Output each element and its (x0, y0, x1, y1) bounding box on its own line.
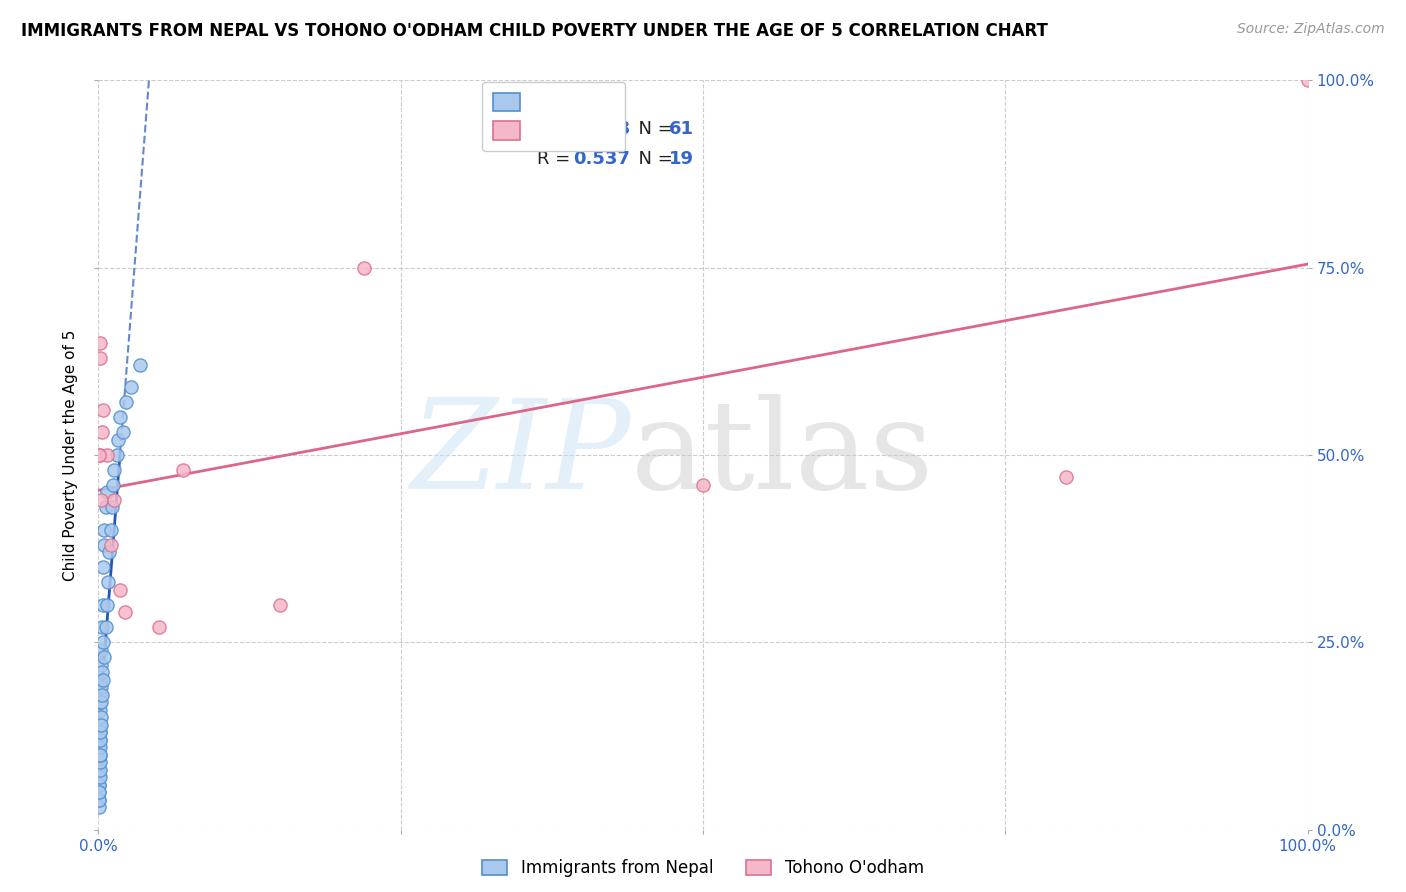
Point (93, 635, 115, 649)
Point (87, 792, 110, 806)
Point (120, 380, 142, 394)
Point (111, 425, 134, 440)
Point (87, 778, 110, 792)
Y-axis label: Child Poverty Under the Age of 5: Child Poverty Under the Age of 5 (63, 329, 79, 581)
Point (90, 492, 112, 507)
Point (89, 335, 111, 350)
Point (148, 620, 170, 634)
Point (89, 448, 111, 462)
Point (107, 433, 129, 447)
Point (108, 410, 131, 425)
Point (93, 538, 115, 552)
Point (90, 695, 112, 709)
Point (100, 538, 122, 552)
Point (93, 523, 115, 537)
Point (89, 778, 111, 792)
Text: Source: ZipAtlas.com: Source: ZipAtlas.com (1237, 22, 1385, 37)
Point (93, 650, 115, 665)
Point (89, 740, 111, 755)
Point (89, 688, 111, 702)
Point (89, 747, 111, 762)
Text: ZIP: ZIP (411, 394, 630, 516)
Point (100, 500, 122, 515)
Point (89, 770, 111, 784)
Point (89, 755, 111, 769)
Point (89, 448, 111, 462)
Point (89, 717, 111, 731)
Point (269, 598, 291, 612)
Point (98, 545, 121, 559)
Point (89, 763, 111, 777)
Point (108, 582, 131, 597)
Legend: Immigrants from Nepal, Tohono O'odham: Immigrants from Nepal, Tohono O'odham (475, 853, 931, 884)
Text: R =: R = (537, 150, 576, 168)
Point (1054, 470, 1077, 484)
Point (100, 523, 122, 537)
Point (90, 657, 112, 672)
Point (87, 770, 110, 784)
Point (91, 598, 114, 612)
Point (101, 478, 124, 492)
Point (114, 605, 136, 619)
Point (89, 763, 111, 777)
Point (89, 785, 111, 799)
Point (89, 673, 111, 687)
Point (89, 732, 111, 747)
Point (1296, 73, 1319, 87)
Point (172, 463, 194, 477)
Point (91, 620, 114, 634)
Point (91, 688, 114, 702)
Text: N =: N = (627, 120, 678, 138)
Point (89, 732, 111, 747)
Point (91, 673, 114, 687)
Text: R =: R = (537, 120, 576, 138)
Point (87, 755, 110, 769)
Point (105, 448, 128, 462)
Point (94, 620, 117, 634)
Legend: dummy1, dummy2: dummy1, dummy2 (482, 82, 626, 152)
Point (103, 463, 125, 477)
Point (91, 665, 114, 680)
Text: IMMIGRANTS FROM NEPAL VS TOHONO O'ODHAM CHILD POVERTY UNDER THE AGE OF 5 CORRELA: IMMIGRANTS FROM NEPAL VS TOHONO O'ODHAM … (21, 22, 1047, 40)
Point (96, 598, 118, 612)
Point (91, 425, 114, 440)
Point (89, 747, 111, 762)
Text: 0.537: 0.537 (574, 150, 630, 168)
Point (96, 485, 118, 500)
Point (89, 740, 111, 755)
Text: 61: 61 (669, 120, 695, 138)
Point (89, 703, 111, 717)
Point (692, 478, 714, 492)
Point (89, 351, 111, 365)
Point (97, 575, 120, 590)
Text: 0.588: 0.588 (574, 120, 631, 138)
Point (90, 642, 112, 657)
Point (96, 448, 118, 462)
Point (89, 792, 111, 806)
Point (87, 785, 110, 799)
Point (90, 717, 112, 731)
Point (89, 695, 111, 709)
Text: atlas: atlas (630, 394, 934, 516)
Point (91, 560, 114, 574)
Point (89, 747, 111, 762)
Point (94, 500, 117, 515)
Point (89, 725, 111, 739)
Point (128, 358, 150, 372)
Text: N =: N = (627, 150, 678, 168)
Point (89, 680, 111, 694)
Point (115, 395, 138, 409)
Point (103, 492, 125, 507)
Text: 19: 19 (669, 150, 695, 168)
Point (87, 800, 110, 814)
Point (90, 710, 112, 724)
Point (353, 260, 375, 275)
Point (91, 403, 114, 417)
Point (90, 680, 112, 694)
Point (89, 725, 111, 739)
